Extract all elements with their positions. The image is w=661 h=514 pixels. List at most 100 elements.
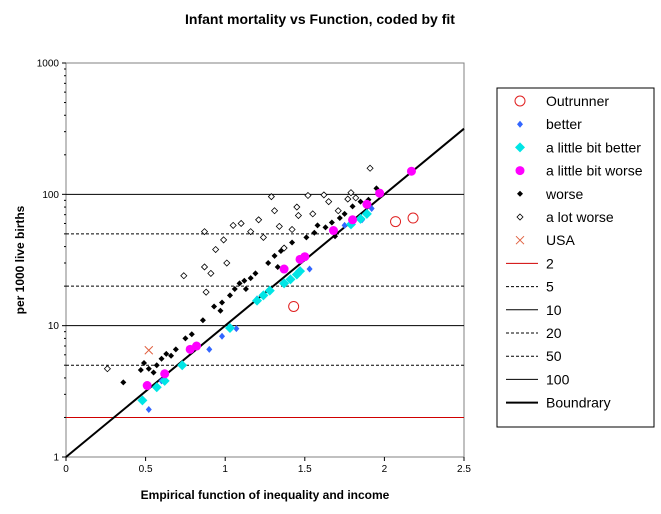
point-a-little-bit-better bbox=[264, 285, 275, 296]
x-tick-label: 1 bbox=[222, 464, 228, 475]
point-worse bbox=[322, 224, 329, 231]
legend-label-20: 20 bbox=[546, 325, 562, 341]
point-outrunner bbox=[288, 300, 300, 312]
x-tick-label: 2 bbox=[382, 464, 388, 475]
point-a-little-bit-worse bbox=[192, 341, 202, 351]
plot-area bbox=[65, 62, 465, 458]
point-a-lot-worse bbox=[288, 225, 296, 234]
point-a-little-bit-better bbox=[285, 274, 296, 285]
legend-label-5: 5 bbox=[546, 279, 554, 295]
point-worse bbox=[341, 210, 348, 217]
point-better bbox=[206, 345, 213, 353]
legend-label-usa: USA bbox=[546, 232, 575, 248]
point-a-little-bit-better bbox=[151, 382, 162, 393]
point-better bbox=[145, 405, 152, 413]
x-tick-label: 2.5 bbox=[457, 464, 471, 475]
point-worse bbox=[226, 292, 233, 299]
x-tick-label: 0 bbox=[63, 464, 69, 475]
point-worse bbox=[188, 331, 195, 338]
legend-label-better: better bbox=[546, 116, 582, 132]
point-worse bbox=[271, 252, 278, 259]
point-a-little-bit-worse bbox=[406, 166, 416, 176]
x-tick-label: 1.5 bbox=[298, 464, 312, 475]
point-worse bbox=[168, 352, 175, 359]
point-a-lot-worse bbox=[207, 269, 215, 277]
point-a-lot-worse bbox=[200, 263, 209, 271]
point-a-lot-worse bbox=[320, 191, 328, 199]
point-better bbox=[341, 221, 348, 229]
point-worse bbox=[172, 346, 179, 353]
point-a-lot-worse bbox=[352, 194, 360, 202]
point-worse bbox=[219, 299, 226, 306]
point-a-lot-worse bbox=[103, 365, 111, 373]
legend-marker-usa bbox=[515, 235, 525, 245]
point-a-little-bit-better bbox=[258, 290, 269, 301]
point-a-little-bit-worse bbox=[362, 199, 372, 209]
point-worse bbox=[236, 280, 243, 287]
point-a-lot-worse bbox=[220, 236, 228, 244]
point-a-little-bit-better bbox=[252, 295, 263, 306]
point-worse bbox=[199, 317, 206, 324]
point-better bbox=[233, 325, 240, 333]
reference-lines bbox=[66, 193, 464, 418]
point-a-little-bit-worse bbox=[300, 252, 310, 262]
point-a-lot-worse bbox=[344, 195, 352, 203]
point-a-lot-worse bbox=[247, 228, 255, 236]
point-a-little-bit-better bbox=[295, 266, 306, 277]
legend-label-a-little-bit-worse: a little bit worse bbox=[546, 163, 643, 179]
point-a-lot-worse bbox=[229, 221, 237, 229]
point-worse bbox=[211, 303, 218, 310]
point-worse bbox=[349, 203, 356, 210]
point-a-lot-worse bbox=[200, 228, 209, 236]
legend-marker-a-lot-worse bbox=[516, 213, 524, 221]
point-a-lot-worse bbox=[304, 191, 312, 200]
point-worse bbox=[311, 229, 318, 236]
y-axis-title: per 1000 live births bbox=[13, 205, 27, 314]
point-worse bbox=[163, 350, 170, 357]
legend-label-2: 2 bbox=[546, 255, 554, 271]
point-a-lot-worse bbox=[255, 216, 263, 224]
point-worse bbox=[265, 260, 272, 267]
point-a-lot-worse bbox=[325, 198, 333, 206]
point-worse bbox=[241, 277, 248, 284]
legend-marker-a-little-bit-better bbox=[515, 142, 525, 153]
point-a-lot-worse bbox=[366, 164, 374, 172]
point-worse bbox=[120, 379, 127, 386]
point-worse bbox=[303, 234, 310, 241]
point-a-lot-worse bbox=[334, 207, 342, 215]
y-tick-label: 1 bbox=[53, 453, 59, 464]
point-worse bbox=[357, 198, 364, 205]
point-usa bbox=[144, 345, 154, 355]
point-a-lot-worse bbox=[270, 207, 279, 215]
point-a-little-bit-worse bbox=[375, 188, 385, 198]
legend-marker-a-little-bit-worse bbox=[515, 166, 525, 176]
x-tick-label: 0.5 bbox=[139, 464, 153, 475]
point-worse bbox=[328, 219, 335, 226]
legend-label-worse: worse bbox=[545, 186, 584, 202]
point-a-lot-worse bbox=[237, 219, 245, 228]
point-a-lot-worse bbox=[180, 272, 188, 280]
point-a-little-bit-better bbox=[279, 278, 290, 289]
legend-label-50: 50 bbox=[546, 348, 562, 364]
point-a-lot-worse bbox=[309, 210, 317, 218]
point-worse bbox=[217, 307, 224, 314]
legend-label-boundrary: Boundrary bbox=[546, 395, 611, 411]
point-worse bbox=[141, 359, 148, 366]
point-better bbox=[219, 332, 226, 340]
point-a-lot-worse bbox=[275, 222, 283, 230]
point-a-little-bit-worse bbox=[328, 226, 338, 236]
point-a-lot-worse bbox=[294, 211, 302, 220]
point-a-lot-worse bbox=[267, 193, 275, 201]
y-tick-label: 1000 bbox=[37, 59, 60, 70]
x-axis-title: Empirical function of inequality and inc… bbox=[141, 488, 390, 502]
chart-title: Infant mortality vs Function, coded by f… bbox=[185, 11, 455, 27]
point-a-lot-worse bbox=[259, 233, 267, 241]
legend-marker-outrunner bbox=[514, 95, 526, 107]
point-a-little-bit-better bbox=[137, 395, 148, 406]
point-a-lot-worse bbox=[212, 245, 220, 254]
point-a-little-bit-better bbox=[355, 213, 366, 224]
point-a-lot-worse bbox=[347, 189, 355, 197]
axes: 0 0.5 1 1.5 2 2.5 1 10 100 1000 bbox=[37, 59, 472, 476]
legend-marker-worse bbox=[517, 190, 523, 197]
